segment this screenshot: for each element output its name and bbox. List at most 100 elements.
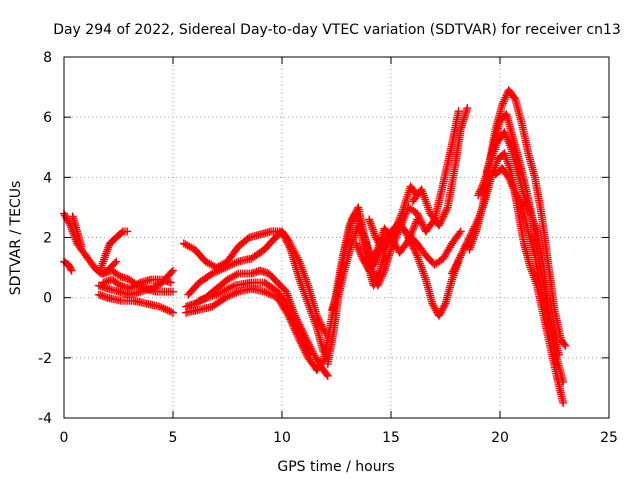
data-point xyxy=(226,261,235,269)
data-point xyxy=(357,252,366,261)
data-point xyxy=(455,229,464,238)
data-point xyxy=(559,377,568,386)
data-point xyxy=(429,301,438,310)
data-point xyxy=(505,175,514,184)
data-point xyxy=(228,290,237,299)
x-tick-label: 25 xyxy=(600,430,618,446)
data-point xyxy=(455,253,464,262)
data-point xyxy=(283,238,292,247)
data-point xyxy=(159,304,168,313)
data-point xyxy=(280,232,289,241)
data-point xyxy=(232,288,241,297)
data-point xyxy=(417,218,426,227)
data-point xyxy=(475,187,484,196)
data-point xyxy=(281,234,290,243)
x-tick-label: 15 xyxy=(382,430,400,446)
data-point xyxy=(60,211,69,220)
data-point xyxy=(477,183,486,192)
data-point xyxy=(408,242,417,251)
data-point xyxy=(462,240,470,249)
data-point xyxy=(232,258,241,267)
data-point xyxy=(352,239,361,248)
data-point xyxy=(304,347,313,355)
data-point xyxy=(225,291,234,300)
data-point xyxy=(448,267,457,276)
data-point xyxy=(436,308,445,317)
x-tick-label: 0 xyxy=(60,430,69,446)
data-point xyxy=(449,266,458,274)
data-point xyxy=(61,212,70,221)
data-point xyxy=(134,279,143,288)
data-point xyxy=(458,247,467,256)
data-point xyxy=(283,301,292,310)
data-point xyxy=(66,265,75,274)
data-point xyxy=(502,91,511,100)
data-point xyxy=(437,216,446,225)
data-point xyxy=(479,180,488,189)
data-point xyxy=(501,130,510,139)
data-point xyxy=(377,274,386,283)
data-point xyxy=(228,282,237,291)
data-point xyxy=(347,215,356,224)
data-point xyxy=(301,341,310,350)
data-series-4 xyxy=(97,227,132,272)
data-point xyxy=(450,264,459,273)
data-point xyxy=(213,267,222,275)
data-point xyxy=(440,301,449,310)
data-point xyxy=(430,303,439,312)
data-series-8 xyxy=(99,275,175,293)
data-point xyxy=(77,242,86,251)
data-point xyxy=(401,211,410,220)
data-point xyxy=(225,261,234,270)
data-point xyxy=(155,302,164,311)
data-point xyxy=(478,182,487,190)
data-point xyxy=(372,235,381,244)
data-point xyxy=(356,248,365,257)
data-point xyxy=(435,221,443,230)
data-point xyxy=(302,343,311,352)
data-point xyxy=(376,276,385,284)
data-point xyxy=(361,259,370,268)
data-point xyxy=(287,310,296,319)
data-point xyxy=(476,185,485,194)
data-point xyxy=(454,257,463,265)
data-point xyxy=(286,308,295,317)
data-series-16 xyxy=(328,107,463,314)
data-point xyxy=(123,227,132,236)
data-point xyxy=(511,188,520,197)
data-point xyxy=(221,293,230,302)
data-point xyxy=(373,236,382,245)
data-point xyxy=(439,303,448,312)
data-point xyxy=(503,171,512,180)
data-point xyxy=(114,280,123,289)
data-point xyxy=(348,213,357,222)
data-point xyxy=(268,291,276,300)
data-point xyxy=(544,319,553,328)
data-point xyxy=(410,246,419,255)
data-point xyxy=(414,211,422,220)
data-point xyxy=(516,198,525,207)
data-point xyxy=(546,323,555,332)
data-point xyxy=(292,321,301,330)
data-point xyxy=(461,242,470,251)
data-point xyxy=(515,197,524,205)
data-point xyxy=(455,255,463,264)
data-point xyxy=(379,268,388,277)
data-point xyxy=(297,331,305,340)
data-point xyxy=(453,258,462,267)
data-point xyxy=(498,101,507,110)
data-point xyxy=(509,184,518,193)
data-point xyxy=(413,209,422,218)
data-point xyxy=(67,266,76,275)
data-point xyxy=(167,307,176,316)
y-tick-label: -2 xyxy=(38,351,52,367)
data-point xyxy=(411,247,420,256)
data-point xyxy=(289,316,298,325)
data-point xyxy=(288,312,297,321)
data-point xyxy=(353,243,362,252)
data-point xyxy=(226,291,235,300)
data-point xyxy=(289,314,298,323)
data-point xyxy=(559,398,568,407)
data-point xyxy=(400,213,409,221)
